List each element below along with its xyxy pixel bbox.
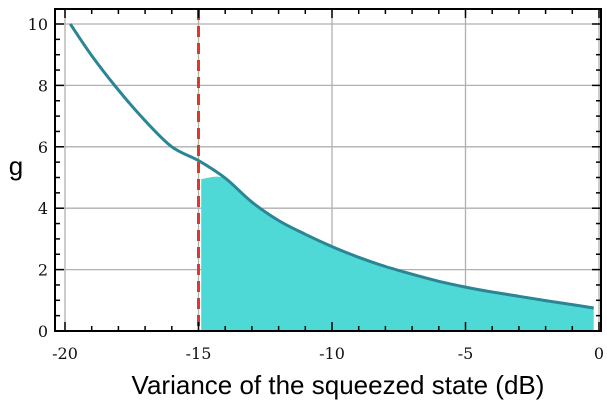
shaded-region xyxy=(201,176,594,331)
x-axis-label: Variance of the squeezed state (dB) xyxy=(132,370,545,400)
x-tick-label: -10 xyxy=(319,344,345,363)
x-tick-label: 0 xyxy=(594,344,604,363)
y-tick-label: 8 xyxy=(38,76,48,95)
series-line xyxy=(69,23,594,310)
y-ticks: 0 2 4 6 8 10 xyxy=(28,15,601,341)
y-tick-label: 0 xyxy=(38,322,48,341)
y-tick-label: 6 xyxy=(38,138,48,157)
y-tick-label: 10 xyxy=(28,15,48,34)
y-tick-label: 2 xyxy=(38,261,48,280)
x-tick-label: -15 xyxy=(186,344,212,363)
y-tick-label: 4 xyxy=(38,199,48,218)
y-axis-label: g xyxy=(9,151,23,181)
x-tick-label: -20 xyxy=(52,344,78,363)
x-ticks: -20 -15 -10 -5 0 xyxy=(52,9,604,363)
x-tick-label: -5 xyxy=(458,344,474,363)
plot-frame xyxy=(54,8,602,332)
